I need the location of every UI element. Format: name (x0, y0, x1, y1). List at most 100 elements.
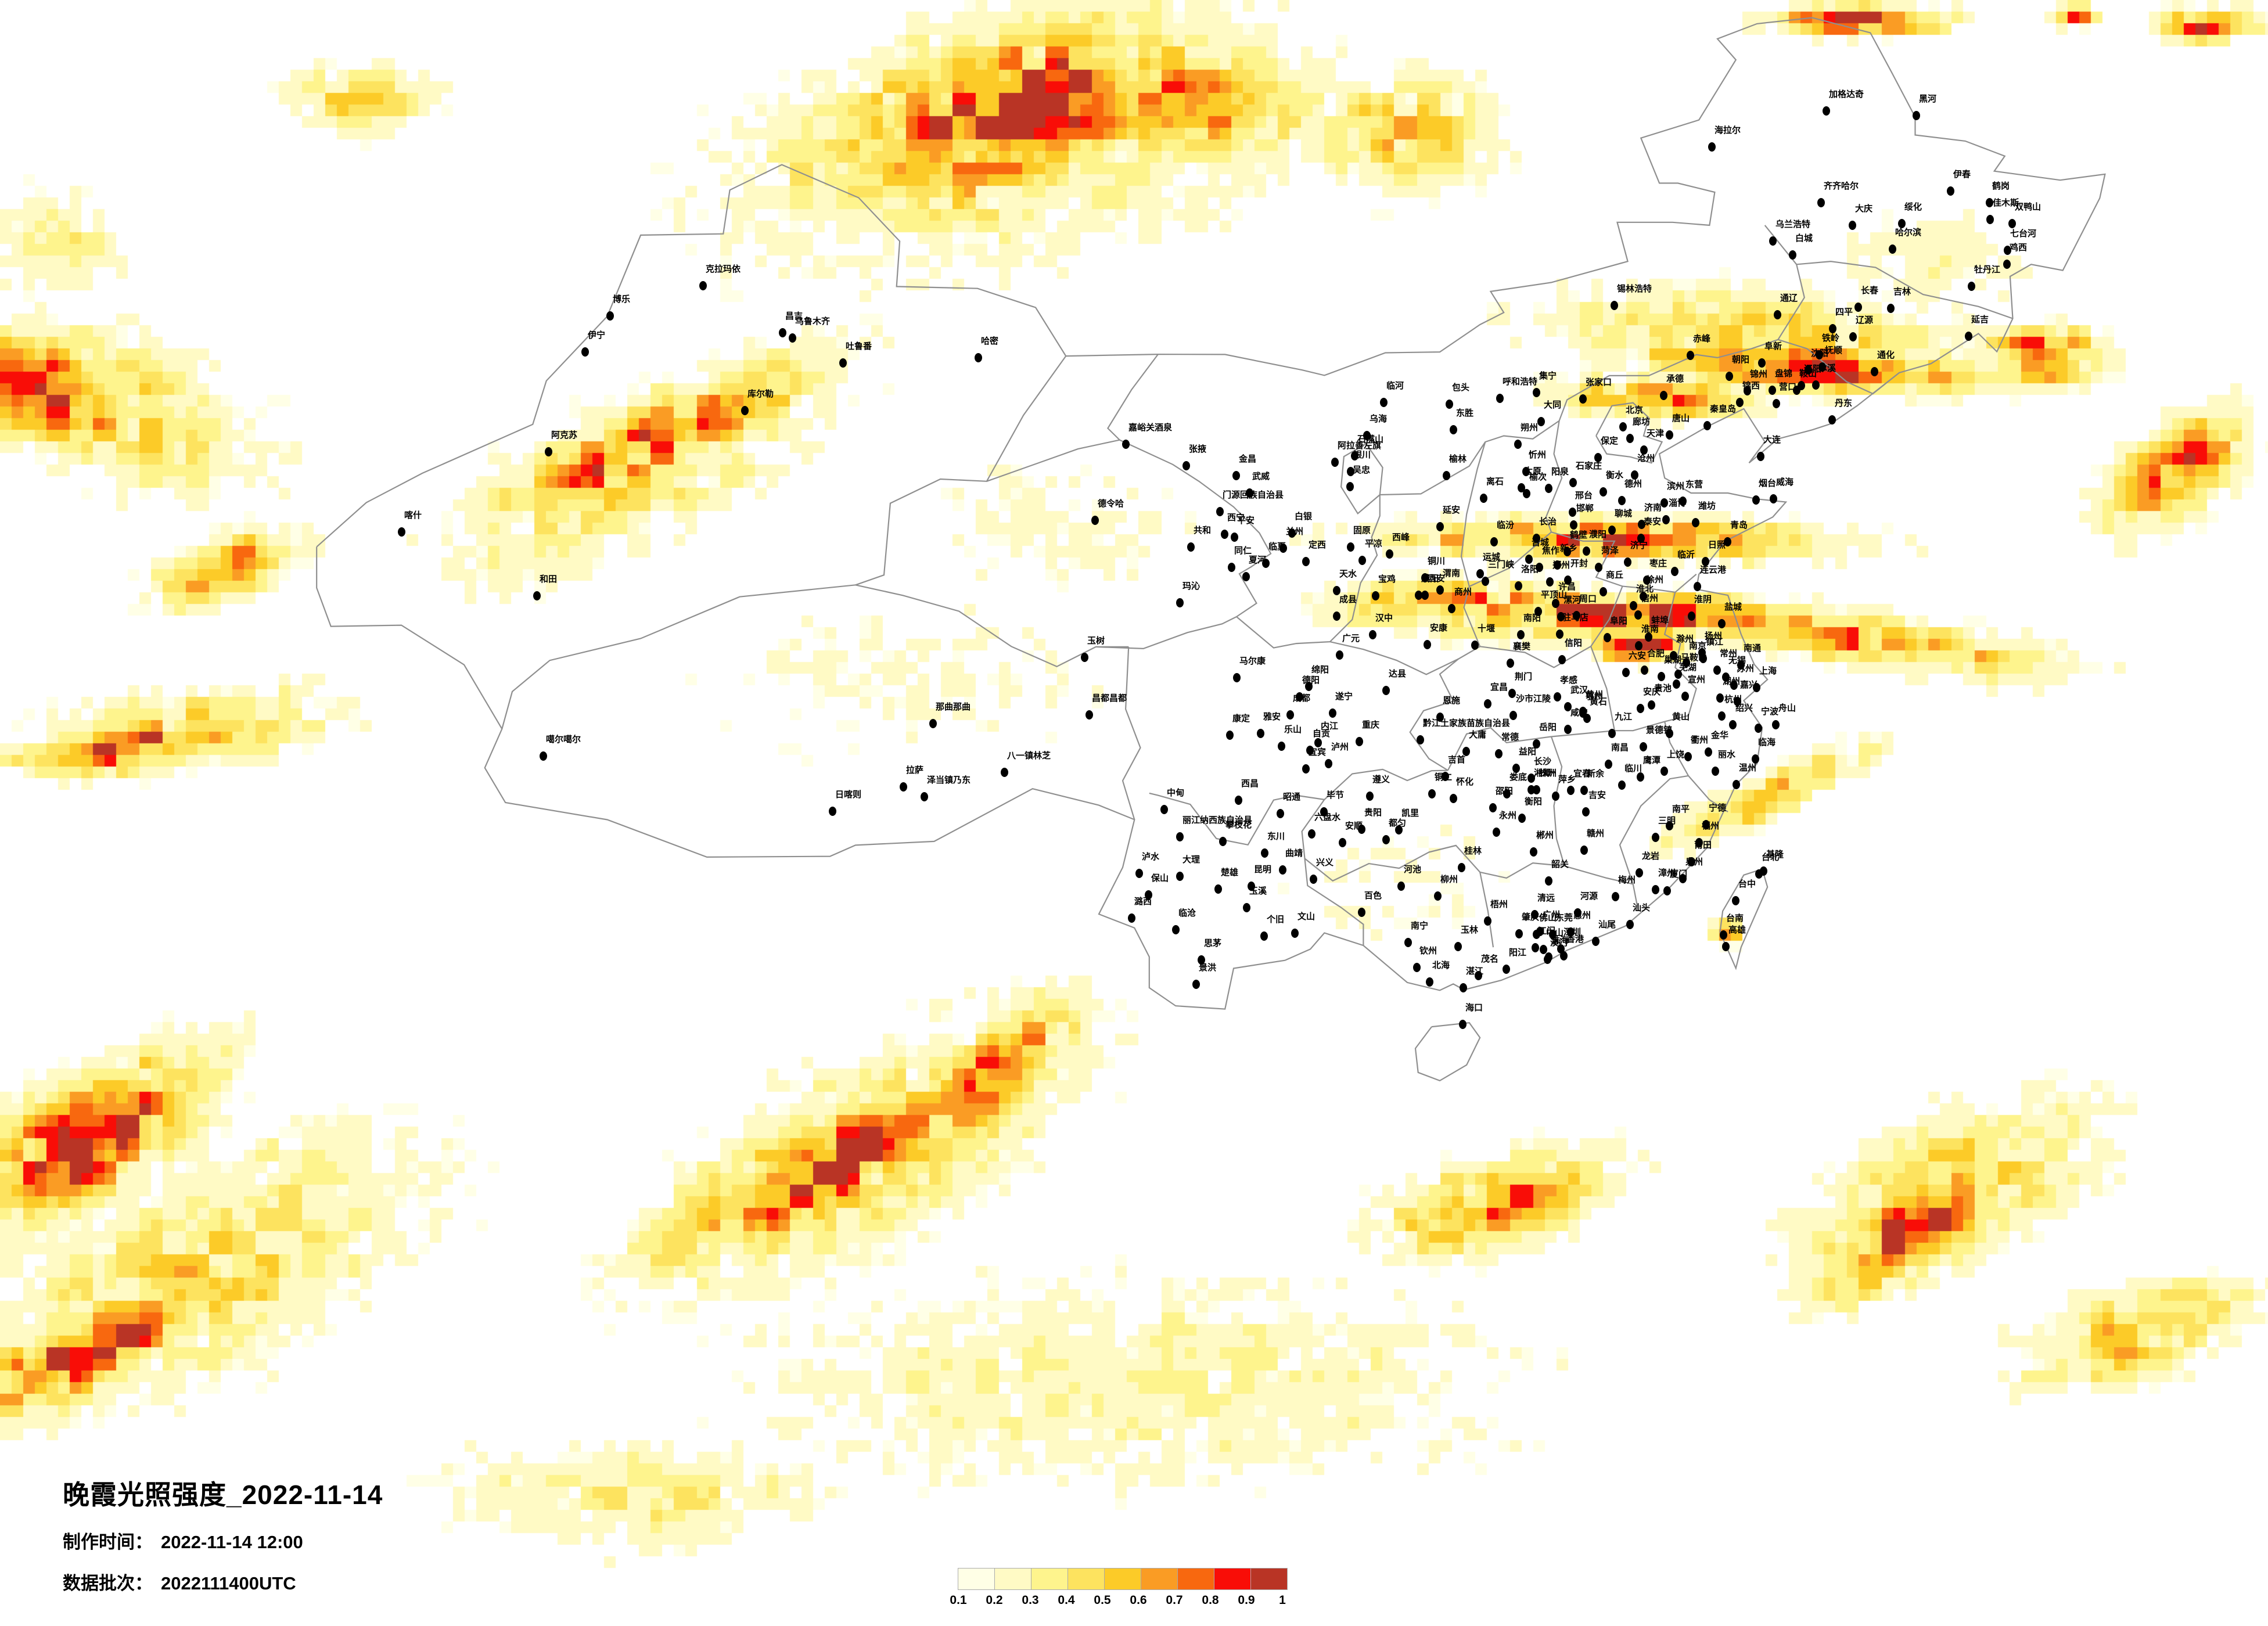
city-label: 西峰 (1392, 533, 1410, 542)
city-dot (1692, 518, 1699, 527)
city-dot (1278, 742, 1285, 751)
city-dot (1417, 735, 1424, 744)
city-dot (1557, 612, 1565, 621)
city-dot (1889, 244, 1896, 254)
city-dot (1546, 577, 1554, 587)
city-dot (1310, 875, 1317, 884)
city-dot (1789, 250, 1796, 260)
city-label: 楚雄 (1221, 868, 1239, 877)
city-label: 济宁 (1630, 541, 1648, 551)
city-label: 榆次 (1529, 472, 1547, 482)
city-label: 六安 (1629, 651, 1647, 661)
province-border-15 (1663, 592, 1697, 722)
city-dot (1231, 533, 1238, 542)
city-label: 银川 (1353, 450, 1371, 460)
city-dot (829, 807, 836, 816)
city-label: 咸阳 (1421, 574, 1439, 584)
city-dot (1626, 920, 1634, 929)
legend-label: 0.9 (1238, 1593, 1255, 1607)
city-dot (1536, 927, 1544, 936)
city-label: 内江 (1321, 721, 1339, 731)
city-dot (1608, 526, 1616, 535)
city-dot (1720, 930, 1727, 940)
city-dot (1514, 440, 1522, 449)
city-label: 本溪 (1818, 364, 1836, 373)
city-dot (1757, 452, 1764, 461)
city-label: 萍乡 (1558, 775, 1576, 785)
city-label: 长治 (1539, 517, 1557, 527)
city-dot (1737, 660, 1745, 670)
city-dot (1333, 611, 1340, 621)
city-dot (1475, 971, 1482, 980)
city-dot (1648, 700, 1655, 710)
city-label: 洛阳 (1521, 564, 1539, 574)
city-dot (1395, 825, 1403, 834)
city-label: 乌鲁木齐 (795, 316, 831, 326)
legend-swatches (958, 1568, 1288, 1590)
city-dot (1436, 585, 1444, 595)
city-dot (1523, 489, 1530, 498)
city-label: 三门峡 (1488, 560, 1515, 570)
city-label: 梅州 (1618, 875, 1636, 885)
legend-swatch (1177, 1568, 1214, 1590)
city-dot (1442, 772, 1449, 781)
city-dot (1732, 896, 1739, 905)
city-dot (1618, 496, 1626, 505)
city-dot (1726, 372, 1733, 381)
city-dot (2004, 246, 2011, 255)
city-label: 厦门 (1670, 869, 1688, 879)
city-dot (1176, 832, 1184, 841)
city-label: 龙岩 (1642, 851, 1660, 861)
city-dot (1681, 692, 1689, 701)
city-dot (1436, 713, 1444, 722)
city-label: 成县 (1339, 595, 1357, 605)
legend-swatch (1104, 1568, 1141, 1590)
city-dot (1564, 702, 1572, 711)
city-label: 潞西 (1134, 897, 1152, 906)
city-dot (1382, 835, 1390, 844)
city-label: 徐州 (1646, 575, 1664, 585)
city-dot (1605, 760, 1612, 769)
city-label: 孝感 (1560, 675, 1578, 685)
data-batch-label: 数据批次： (63, 1573, 153, 1593)
city-dot (1512, 764, 1520, 773)
city-label: 潍坊 (1698, 501, 1716, 511)
city-label: 锦西 (1742, 381, 1760, 391)
city-dot (1702, 557, 1709, 566)
city-label: 阿克苏 (551, 430, 578, 440)
city-dot (1636, 868, 1643, 877)
city-label: 昆明 (1254, 865, 1272, 875)
city-label: 淮北 (1636, 584, 1654, 594)
city-label: 吉林 (1893, 287, 1911, 297)
city-label: 聊城 (1615, 509, 1633, 519)
city-label: 白银 (1295, 512, 1313, 521)
city-label: 夏河 (1249, 555, 1267, 565)
city-label: 自贡 (1313, 729, 1331, 739)
city-dot (533, 591, 541, 600)
city-dot (1339, 838, 1346, 847)
city-label: 个旧 (1267, 915, 1285, 924)
city-label: 平安 (1237, 516, 1255, 526)
city-dot (1658, 672, 1665, 681)
city-label: 西宁 (1227, 513, 1245, 523)
city-label: 吐鲁番 (846, 341, 872, 351)
legend-swatch (1067, 1568, 1105, 1590)
city-label: 汕尾 (1598, 920, 1616, 930)
city-dot (1705, 747, 1712, 757)
city-dot (1508, 689, 1516, 698)
city-dot (2008, 219, 2016, 228)
city-label: 门源回族自治县 (1223, 490, 1284, 500)
city-dot (1434, 891, 1442, 901)
city-label: 玉树 (1087, 636, 1105, 646)
city-dot (1828, 415, 1836, 425)
city-label: 青岛 (1730, 520, 1748, 530)
city-label: 临海 (1758, 738, 1776, 747)
city-label: 扬州 (1705, 631, 1723, 641)
city-label: 阿拉善左旗 (1338, 441, 1382, 451)
city-dot (1363, 431, 1371, 440)
city-label: 运城 (1483, 552, 1501, 562)
production-time-line: 制作时间： 2022-11-14 12:00 (63, 1527, 383, 1553)
city-dot (1564, 575, 1572, 585)
city-dot (1805, 365, 1812, 375)
city-dot (1673, 679, 1680, 689)
